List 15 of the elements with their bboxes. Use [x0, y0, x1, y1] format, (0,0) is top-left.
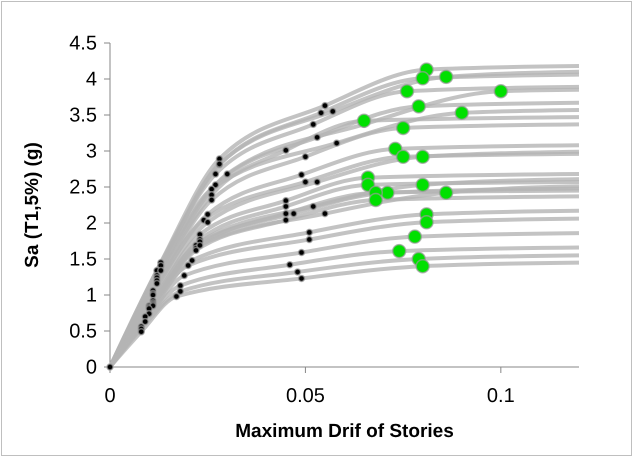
y-tick-label: 2 [86, 212, 97, 234]
y-tick-label: 3 [86, 140, 97, 162]
y-tick-label: 1.5 [69, 248, 97, 270]
y-tick-label: 1 [86, 284, 97, 306]
y-tick-label: 0.5 [69, 320, 97, 342]
y-axis-title: Sa (T1,5%) (g) [22, 142, 43, 268]
x-tick-label: 0.05 [286, 385, 325, 407]
y-tick-label: 4.5 [69, 32, 97, 54]
x-axis-title: Maximum Drif of Stories [235, 421, 454, 442]
y-tick-label: 3.5 [69, 104, 97, 126]
y-tick-label: 4 [86, 68, 97, 90]
y-tick-label: 2.5 [69, 176, 97, 198]
y-tick-label: 0 [86, 356, 97, 378]
x-tick-label: 0.1 [486, 385, 515, 407]
x-tick-label: 0 [104, 385, 116, 407]
